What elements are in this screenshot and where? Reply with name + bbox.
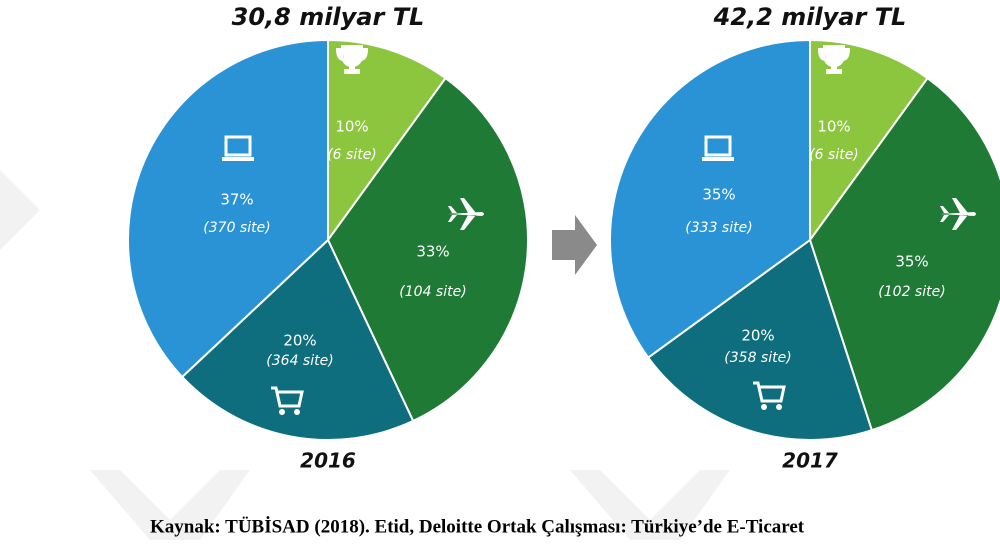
site-label: (364 site) bbox=[266, 353, 333, 369]
icon bbox=[817, 45, 851, 74]
trophy bbox=[817, 45, 851, 74]
chart-title: 42,2 milyar TL bbox=[713, 3, 907, 31]
value-label: 10% bbox=[817, 118, 850, 136]
value-label: 35% bbox=[895, 253, 928, 271]
cart bbox=[271, 386, 304, 408]
year-label: 2017 bbox=[782, 449, 838, 473]
base bbox=[222, 157, 254, 161]
pie-slice bbox=[326, 76, 529, 423]
wheel bbox=[761, 404, 767, 410]
site-label: (104 site) bbox=[399, 284, 466, 300]
screen bbox=[224, 135, 252, 157]
watermark bbox=[0, 170, 730, 540]
pie-slice bbox=[180, 238, 415, 441]
wheel bbox=[279, 409, 285, 415]
pie-slice bbox=[327, 38, 447, 244]
icon bbox=[335, 45, 369, 74]
icon bbox=[271, 386, 304, 415]
value-label: 10% bbox=[335, 118, 368, 136]
site-label: (370 site) bbox=[203, 220, 270, 236]
site-label: (6 site) bbox=[809, 147, 859, 163]
plane bbox=[448, 198, 484, 230]
screen bbox=[704, 135, 732, 157]
plane bbox=[940, 198, 976, 230]
wheel bbox=[776, 404, 782, 410]
icon bbox=[753, 381, 786, 410]
icon bbox=[702, 135, 734, 161]
pie-slice bbox=[808, 76, 1000, 432]
site-label: (102 site) bbox=[878, 284, 945, 300]
icon bbox=[940, 198, 976, 230]
chart-title: 30,8 milyar TL bbox=[232, 3, 425, 31]
pie-slice bbox=[127, 38, 329, 379]
pie-slice bbox=[609, 38, 811, 359]
site-label: (358 site) bbox=[724, 350, 791, 366]
pie-slice bbox=[646, 238, 874, 441]
year-label: 2016 bbox=[300, 449, 356, 473]
pie-slice bbox=[809, 38, 929, 244]
arrow bbox=[552, 215, 597, 275]
value-label: 20% bbox=[283, 332, 316, 350]
value-label: 20% bbox=[741, 327, 774, 345]
value-label: 35% bbox=[702, 186, 735, 204]
trophy bbox=[335, 45, 369, 74]
wheel bbox=[294, 409, 300, 415]
icon bbox=[448, 198, 484, 230]
site-label: (333 site) bbox=[685, 220, 752, 236]
value-label: 33% bbox=[416, 243, 449, 261]
value-label: 37% bbox=[220, 191, 253, 209]
site-label: (6 site) bbox=[327, 147, 377, 163]
base bbox=[702, 157, 734, 161]
icon bbox=[222, 135, 254, 161]
caption: Kaynak: TÜBİSAD (2018). Etid, Deloitte O… bbox=[150, 516, 805, 537]
cart bbox=[753, 381, 786, 403]
